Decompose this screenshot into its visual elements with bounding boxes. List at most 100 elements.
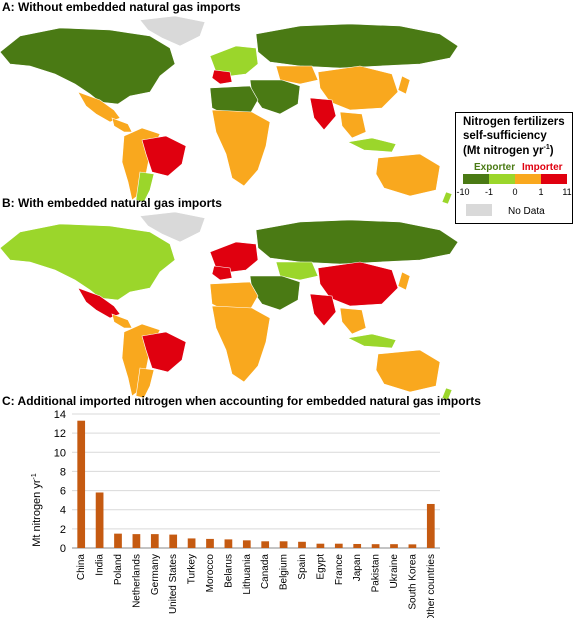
bar [371,544,380,548]
y-tick-label: 4 [60,505,66,517]
y-tick-label: 10 [54,447,66,459]
x-tick-label: Germany [150,554,161,595]
region-brazil [141,331,187,373]
bar [206,538,214,548]
bar [261,541,270,548]
region-greenland [139,211,206,243]
region-russia [255,219,459,265]
region-argentina [135,171,155,203]
region-central-america [111,117,133,133]
world-map-with-embedded-gas [0,211,459,400]
x-tick-label: Morocco [205,554,216,593]
x-tick-label: Other countries [426,554,437,618]
x-tick-label: United States [168,554,179,614]
x-tick-label: Canada [260,554,271,589]
bar [169,534,178,548]
chart-y-axis-label: Mt nitrogen yr-1 [31,473,43,547]
world-map-without-embedded-gas [0,15,459,204]
bar [279,541,288,548]
x-tick-label: Poland [113,554,124,585]
bar [298,541,306,548]
region-russia [255,23,459,69]
bar [408,544,417,548]
region-indonesia [347,333,397,349]
legend-tick-label: -1 [485,187,493,197]
legend-exporter-label: Exporter [474,162,515,173]
region-central-america [111,313,133,329]
region-brazil [141,135,187,177]
region-australia [375,349,441,393]
legend-tick-label: -10 [456,187,469,197]
y-tick-label: 2 [60,524,66,536]
bar [426,503,435,548]
panel-a-title: A: Without embedded natural gas imports [2,0,241,14]
region-kazakhstan [275,65,319,85]
x-tick-label: Belgium [279,554,290,590]
y-tick-label: 6 [60,486,66,498]
region-north-america [0,223,176,301]
panel-c-title: C: Additional imported nitrogen when acc… [2,394,481,408]
legend-tick-label: 0 [512,187,517,197]
region-japan [397,75,411,95]
bar [390,544,398,548]
bar [150,534,159,548]
x-tick-label: France [334,554,345,586]
region-france-spain [211,69,233,85]
chart-x-ticks: China India Poland Netherlands Germany United… [76,554,437,618]
x-tick-label: Pakistan [371,554,382,592]
region-india [309,97,337,131]
map-legend: Nitrogen fertilizers self-sufficiency (M… [455,112,573,224]
x-tick-label: Spain [297,554,308,580]
region-china [317,65,399,111]
bar [132,534,141,548]
x-tick-label: Egypt [315,554,326,580]
legend-swatch-importer [515,174,541,184]
y-tick-label: 8 [60,466,66,478]
region-new-zealand [441,387,453,400]
region-india [309,293,337,327]
region-southeast-asia [339,111,367,139]
region-new-zealand [441,191,453,204]
region-kazakhstan [275,261,319,281]
bar-chart: 0 2 4 6 8 10 12 14 China India Poland Netherlands G… [31,409,440,618]
y-tick-label: 12 [54,428,66,440]
region-middle-east [249,79,301,115]
chart-bars [77,420,435,548]
x-tick-label: Ukraine [389,554,400,589]
x-tick-label: India [95,554,106,576]
legend-swatch-exporter [489,174,515,184]
bar [353,543,362,548]
region-southeast-asia [339,307,367,335]
legend-swatch-no-data [466,204,492,216]
x-tick-label: Lithuania [242,554,253,595]
bar [114,533,122,548]
region-japan [397,271,411,291]
y-tick-label: 0 [60,543,66,555]
legend-importer-label: Importer [522,162,563,173]
region-argentina [135,367,155,399]
region-sub-saharan-africa [211,109,271,187]
legend-title-line-3: (Mt nitrogen yr-1) [463,144,554,157]
bar [316,543,325,548]
x-tick-label: Japan [352,554,363,581]
x-tick-label: Netherlands [131,554,142,608]
chart-gridlines [72,413,440,549]
x-tick-label: Belarus [223,554,234,588]
region-australia [375,153,441,197]
legend-no-data-label: No Data [508,206,545,217]
bar [77,420,86,548]
panel-b-title: B: With embedded natural gas imports [2,196,222,210]
bar [95,492,104,548]
region-greenland [139,15,206,47]
bar [334,543,343,548]
x-tick-label: China [76,554,87,581]
region-indonesia [347,137,397,153]
bar [224,539,233,548]
chart-y-ticks: 0 2 4 6 8 10 12 14 [54,409,66,555]
region-middle-east [249,275,301,311]
legend-swatch-strong-importer [541,174,567,184]
region-sub-saharan-africa [211,305,271,383]
bar [242,540,251,548]
legend-swatch-strong-exporter [463,174,489,184]
region-france-spain [211,265,233,281]
